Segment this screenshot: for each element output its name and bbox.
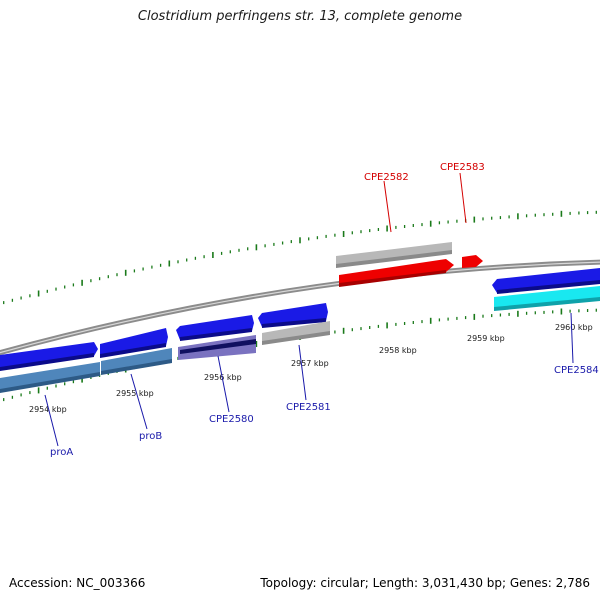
accession-text: Accession: NC_003366: [9, 576, 146, 590]
gene-red-small-arrow[interactable]: [462, 255, 483, 268]
gene-prob-arrow[interactable]: [100, 328, 168, 358]
gene-proa-arrow[interactable]: [0, 342, 98, 371]
gene-label-cpe2583: CPE2583: [440, 162, 485, 173]
feature-gray-cpe2581[interactable]: [262, 321, 330, 345]
leader-lines: [44, 172, 574, 447]
gene-cpe2581-arrow[interactable]: [258, 303, 328, 328]
scale-label-2960: 2960 kbp: [555, 323, 593, 332]
feature-cyan-cpe2584[interactable]: [494, 286, 600, 311]
gene-label-cpe2582: CPE2582: [364, 172, 409, 183]
gene-label-prob: proB: [139, 431, 162, 442]
gene-label-cpe2581: CPE2581: [286, 402, 331, 413]
gene-label-proa: proA: [50, 447, 73, 458]
scale-label-2954: 2954 kbp: [29, 405, 67, 414]
gene-label-cpe2584: CPE2584: [554, 365, 599, 376]
gene-cpe2580-arrow[interactable]: [176, 315, 254, 341]
feature-cpe2580-band[interactable]: [178, 335, 256, 360]
scale-label-2958: 2958 kbp: [379, 346, 417, 355]
feature-steel-proa[interactable]: [0, 362, 100, 393]
scale-label-2955: 2955 kbp: [116, 389, 154, 398]
feature-steel-prob[interactable]: [101, 348, 172, 375]
genome-summary-text: Topology: circular; Length: 3,031,430 bp…: [260, 576, 590, 590]
scale-label-2956: 2956 kbp: [204, 373, 242, 382]
scale-labels: 2954 kbp 2955 kbp 2956 kbp 2957 kbp 2958…: [29, 323, 593, 414]
gene-cpe2584-arrow[interactable]: [492, 268, 600, 294]
gene-labels: proA proB CPE2580 CPE2581 CPE2582 CPE258…: [50, 162, 599, 458]
map-title: Clostridium perfringens str. 13, complet…: [137, 9, 463, 24]
gene-label-cpe2580: CPE2580: [209, 414, 254, 425]
outer-tick-ring: [3, 210, 597, 305]
gene-cpe2583-arrow[interactable]: [339, 259, 454, 287]
scale-label-2957: 2957 kbp: [291, 359, 329, 368]
genome-backbone: [0, 259, 600, 356]
scale-label-2959: 2959 kbp: [467, 334, 505, 343]
gene-cpe2582-arrow[interactable]: [336, 242, 452, 268]
